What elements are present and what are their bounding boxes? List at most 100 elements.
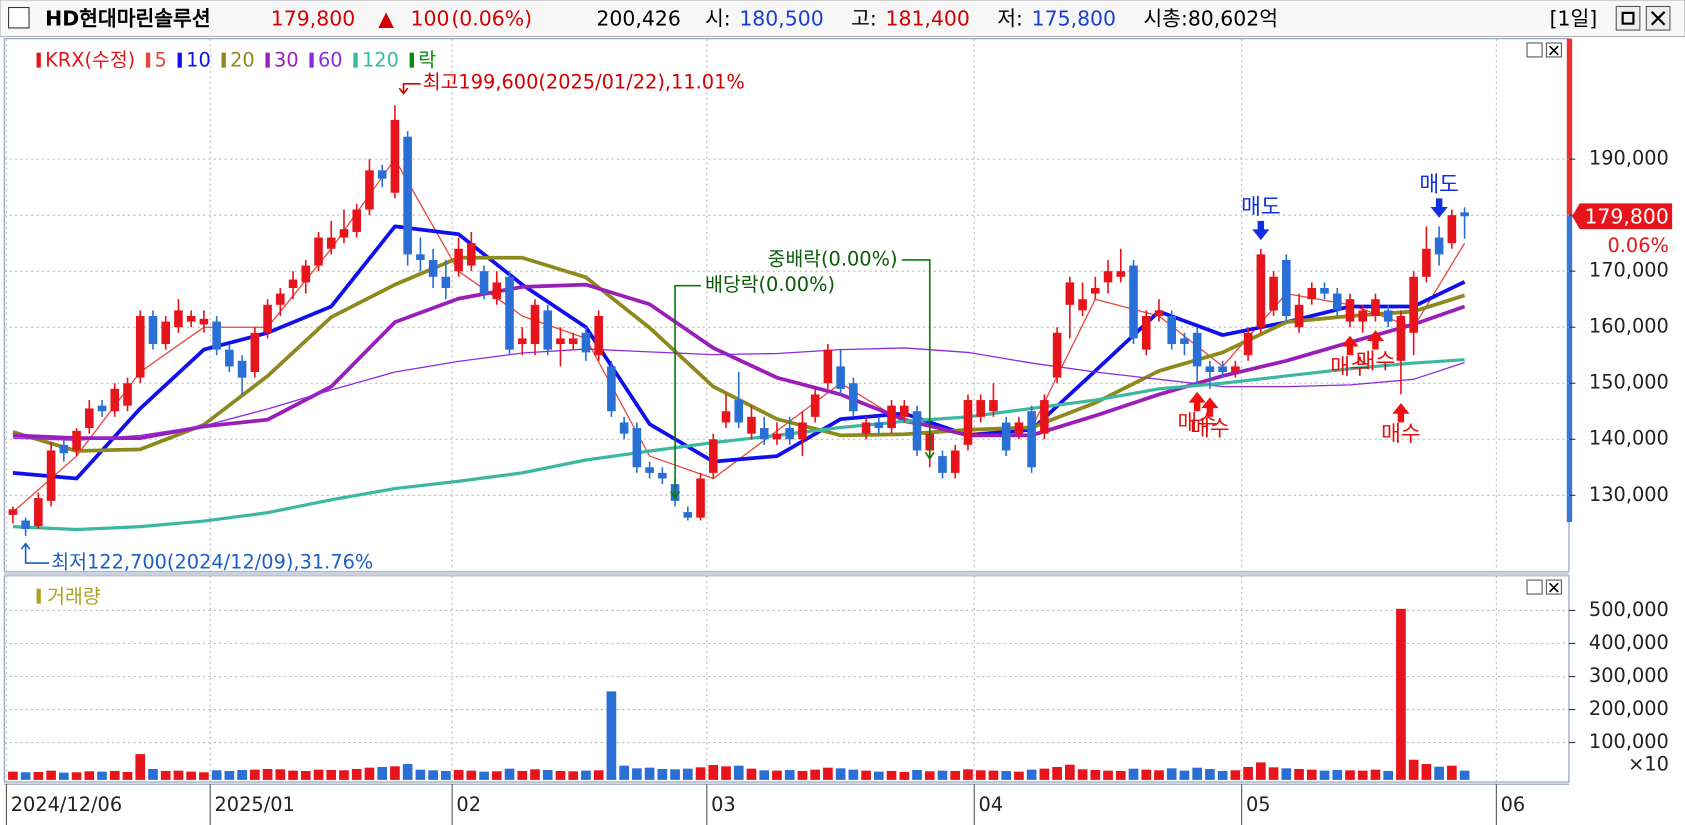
- candle-body: [683, 512, 693, 518]
- x-tick-label: 2025/01: [214, 793, 294, 816]
- range-bar-down: [1566, 214, 1573, 523]
- volume-bar: [313, 769, 324, 780]
- high-note-arrow: [398, 83, 421, 95]
- candle-body: [899, 405, 909, 417]
- volume-bar: [339, 770, 349, 780]
- volume-bar: [466, 770, 477, 780]
- candle-body: [581, 332, 591, 353]
- volume-bar: [8, 771, 18, 780]
- volume-bar: [122, 771, 133, 780]
- close-icon: [1650, 11, 1666, 26]
- candle-body: [1332, 293, 1342, 311]
- candle-body: [365, 170, 374, 210]
- y-tick-label: 130,000: [1589, 483, 1669, 506]
- volume-bar: [199, 772, 209, 780]
- volume-bar: [1345, 770, 1355, 780]
- volume-bar: [873, 771, 884, 780]
- volume-bar: [1421, 764, 1432, 780]
- legend-swatch: [221, 52, 226, 68]
- candle-body: [887, 405, 896, 429]
- candle-body: [708, 439, 718, 473]
- volume-bar: [237, 769, 247, 780]
- volume-bar: [657, 768, 668, 780]
- volume-bar: [1256, 762, 1266, 780]
- candle-body: [1014, 422, 1024, 434]
- candle-body: [34, 498, 43, 527]
- candle-body: [377, 170, 387, 179]
- candle-body: [530, 304, 540, 345]
- candle-body: [976, 400, 985, 417]
- volume-bar: [937, 770, 948, 780]
- price-tag-label: 179,800: [1584, 204, 1668, 228]
- panel-close-icon: [1549, 45, 1559, 56]
- candle-body: [390, 119, 400, 193]
- panel-splitter[interactable]: [4, 571, 1569, 576]
- candle-body: [619, 422, 629, 434]
- volume-bar: [593, 770, 604, 780]
- candle-body: [1231, 366, 1240, 373]
- volume-bar: [682, 768, 693, 780]
- maximize-button[interactable]: [1615, 5, 1641, 31]
- candle-body: [467, 243, 476, 266]
- volume-bar: [988, 770, 999, 780]
- volume-bar: [1128, 768, 1139, 780]
- buy-label: 매수: [1190, 417, 1230, 442]
- volume-bar: [530, 769, 540, 780]
- moving-average-line: [12, 358, 1465, 532]
- candle-body: [479, 271, 489, 294]
- volume-bar: [1192, 767, 1203, 780]
- candle-body: [1409, 276, 1418, 333]
- candle-body: [1141, 316, 1151, 350]
- candle-body: [1243, 332, 1253, 356]
- panel-close-icon: [1549, 582, 1559, 593]
- volume-bar: [1090, 769, 1101, 780]
- candle-body: [798, 422, 807, 440]
- legend-label: 10: [186, 49, 211, 72]
- volume-bar: [135, 754, 146, 780]
- candle-body: [225, 349, 234, 367]
- panel-max-button[interactable]: [1526, 579, 1543, 595]
- volume-bar: [810, 769, 820, 780]
- candle-body: [8, 509, 18, 515]
- volume-bar: [784, 769, 795, 780]
- volume-bar: [148, 768, 158, 780]
- sell-arrow: [1430, 198, 1448, 218]
- candle-body: [785, 428, 794, 440]
- candle-body: [912, 411, 922, 451]
- volume-bar: [848, 769, 859, 780]
- volume-bar: [1179, 770, 1190, 780]
- volume-bar: [924, 771, 935, 780]
- volume-bar: [619, 765, 629, 780]
- open-value: 180,500: [739, 6, 823, 30]
- volume-bar: [97, 771, 107, 780]
- high-value: 181,400: [885, 6, 969, 30]
- candle-body: [1358, 310, 1368, 322]
- volume-bar: [351, 768, 362, 780]
- candle-body: [314, 237, 323, 266]
- period-button[interactable]: [1일]: [1550, 6, 1598, 30]
- candle-body: [734, 400, 744, 423]
- volume-bar: [1396, 608, 1406, 780]
- candle-body: [428, 259, 438, 277]
- candle-body: [823, 349, 833, 384]
- volume-bar: [975, 770, 986, 780]
- volume-bar: [772, 770, 782, 780]
- volume-bar: [390, 766, 400, 780]
- volume-bar: [963, 769, 973, 780]
- volume-bar: [886, 770, 897, 780]
- sell-label: 매도: [1419, 173, 1459, 198]
- volume-bar: [1154, 770, 1164, 780]
- candle-body: [1129, 265, 1138, 339]
- y-tick-label: 500,000: [1589, 598, 1669, 621]
- y-tick-label: 200,000: [1589, 697, 1669, 720]
- volume-bar: [377, 766, 388, 780]
- volume-bar: [708, 765, 719, 780]
- y-tick-label: 300,000: [1589, 664, 1669, 687]
- market-cap: 시총:80,602억: [1143, 6, 1278, 30]
- legend-swatch: [353, 52, 358, 68]
- candle-body: [148, 316, 158, 345]
- checkbox[interactable]: [8, 6, 30, 29]
- y-tick-label: 170,000: [1589, 259, 1669, 282]
- panel-max-button[interactable]: [1526, 42, 1543, 58]
- candle-body: [1040, 400, 1049, 434]
